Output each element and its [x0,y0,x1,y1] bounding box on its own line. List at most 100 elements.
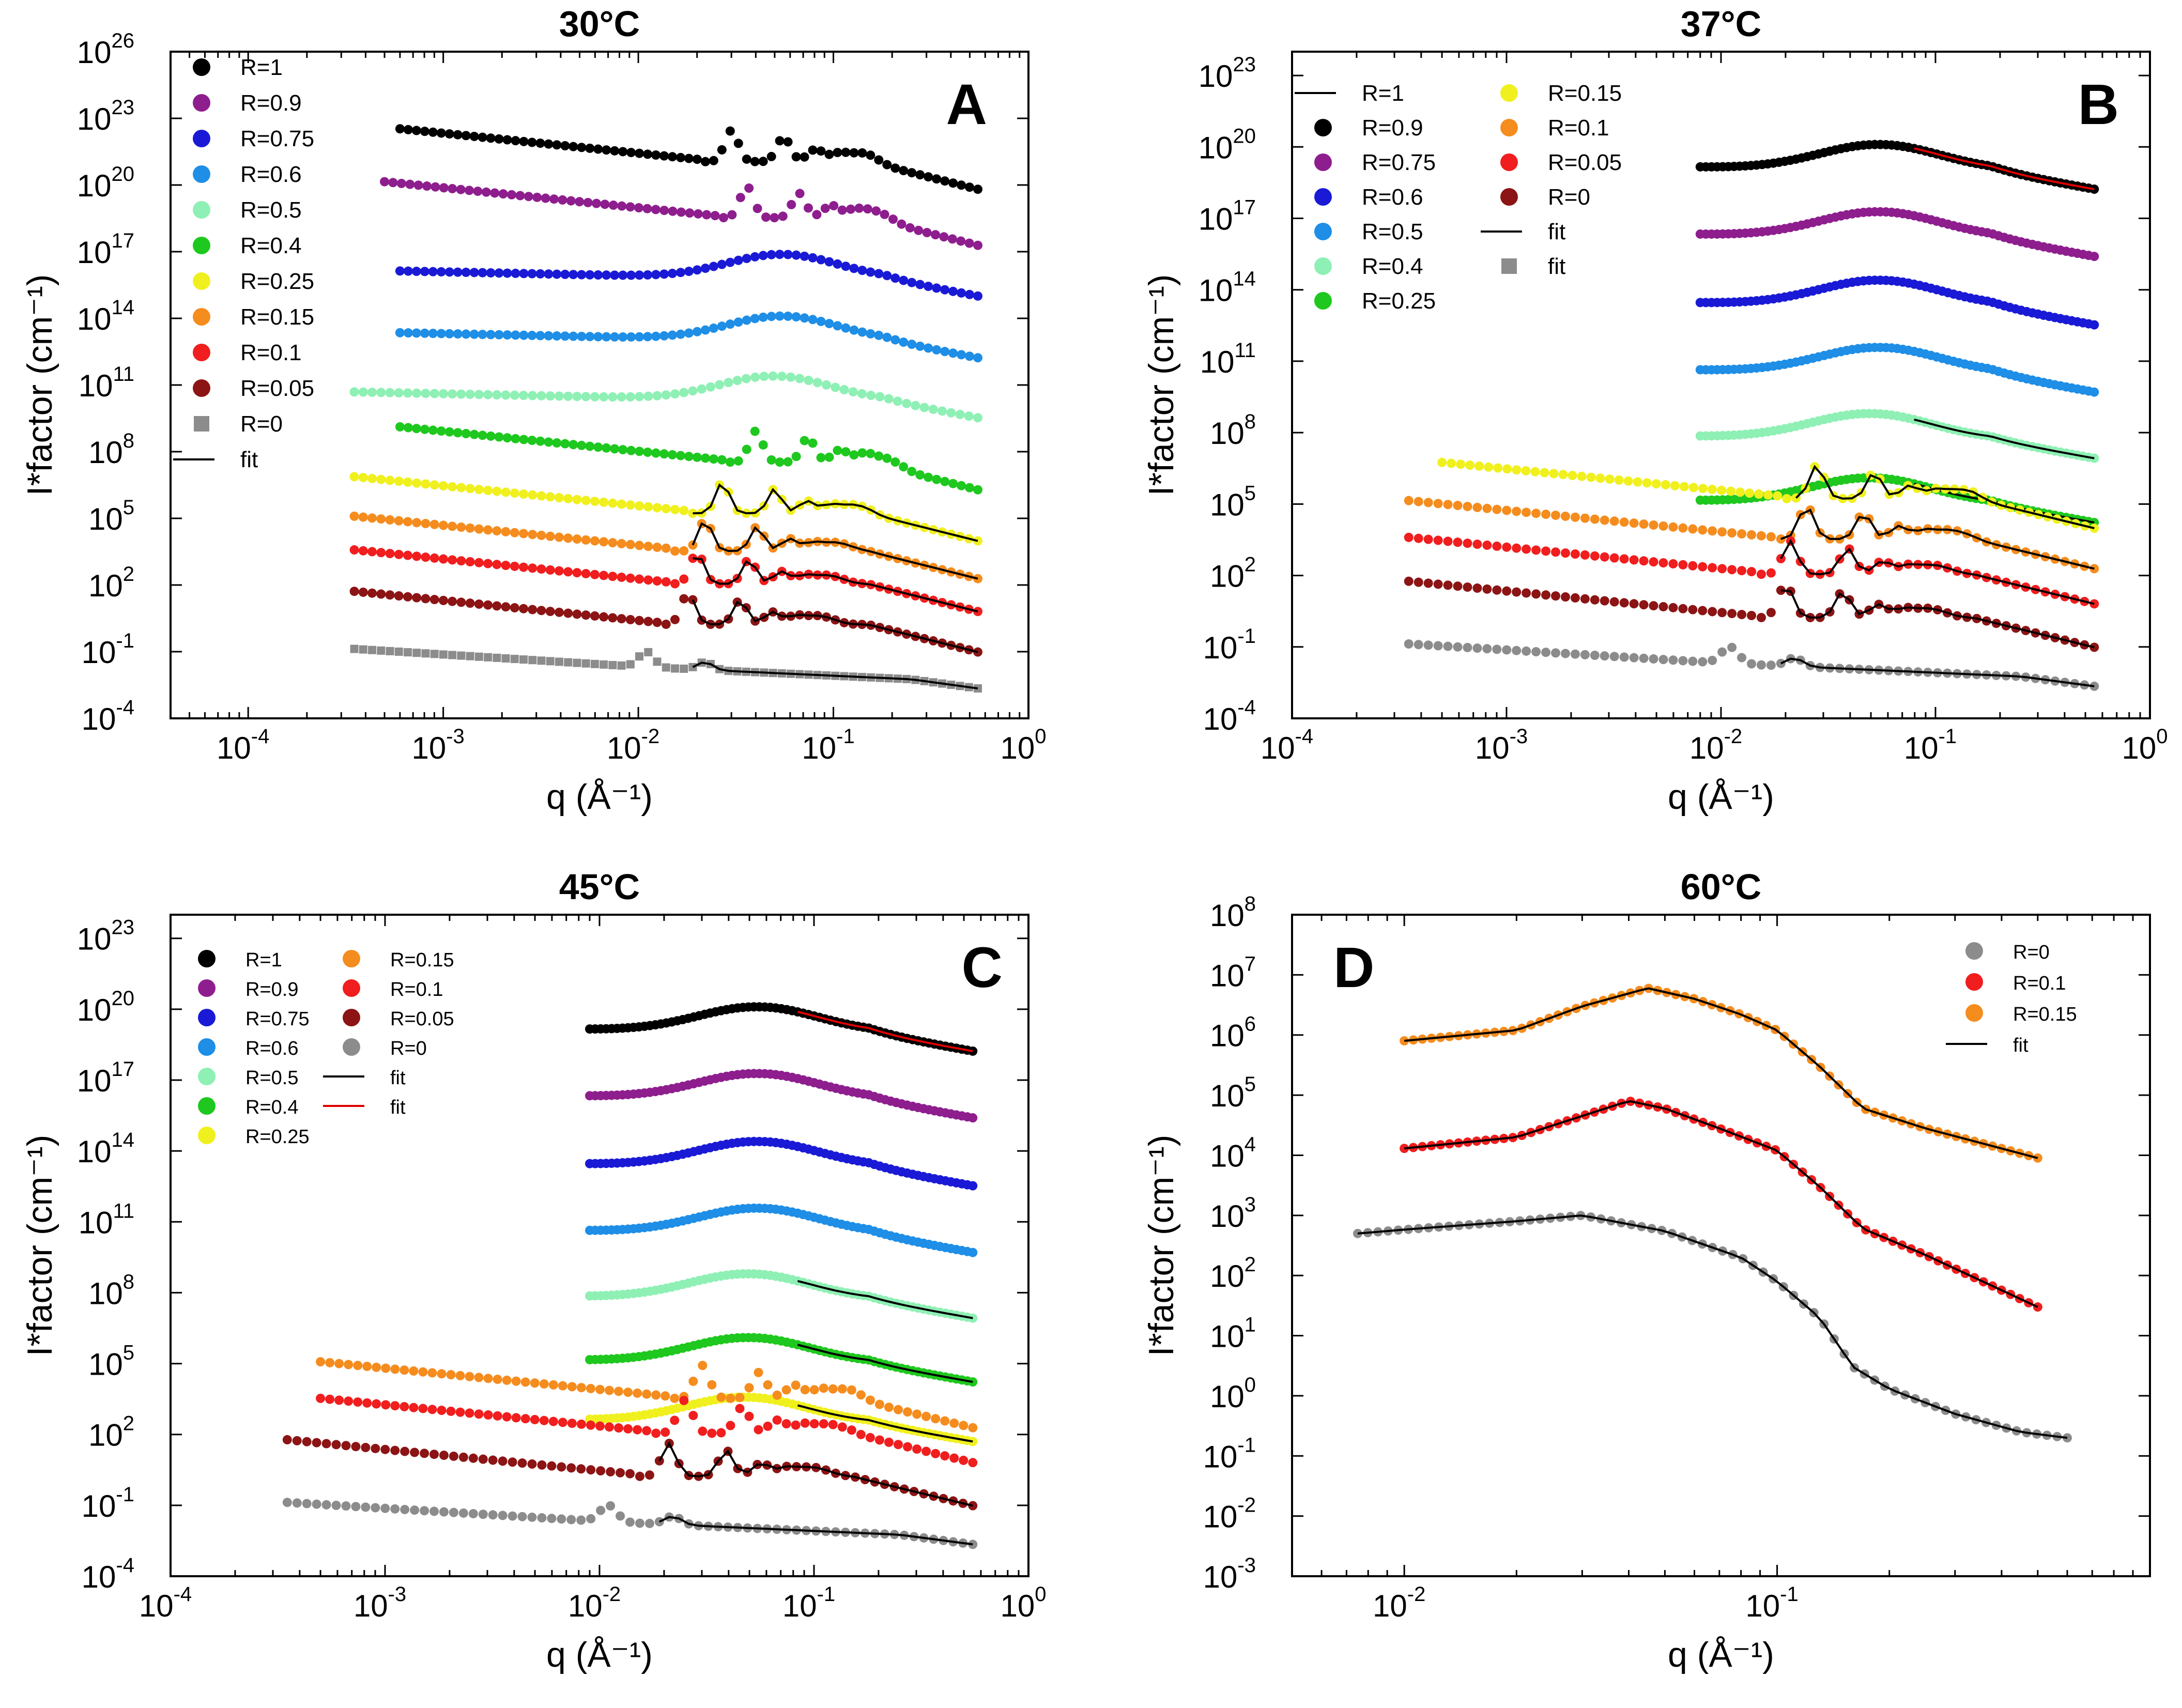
data-point [2089,387,2099,397]
data-point [586,1383,595,1393]
data-point [679,546,689,556]
data-point [411,328,421,338]
data-point [572,534,582,544]
data-point [418,1404,428,1413]
data-point [428,267,438,276]
y-tick-label: 10-4 [82,1554,134,1594]
data-point [527,269,537,279]
data-point [635,270,644,280]
data-point [973,291,982,301]
data-point [866,329,875,338]
data-point [599,612,609,622]
data-point [456,483,466,493]
data-point [1619,598,1629,608]
data-point [546,657,555,666]
data-point [444,129,454,139]
legend-marker [343,1009,360,1026]
data-point [358,473,368,483]
data-point [1727,609,1737,619]
data-point [501,561,511,571]
data-point [606,1501,616,1511]
legend-label: R=0.1 [240,340,302,365]
data-point [608,498,618,508]
data-point [1433,641,1443,651]
data-point [857,266,867,275]
data-point [1580,550,1590,560]
data-point [1492,541,1502,551]
data-point [412,593,422,603]
data-point [1658,521,1668,531]
legend-label: R=0.05 [390,1008,454,1030]
data-point [468,1453,478,1463]
data-point [791,250,801,260]
data-point [411,424,421,434]
x-tick-label: 10-2 [607,725,659,765]
data-point [493,653,501,662]
data-point [800,1385,810,1395]
data-point [1447,458,1456,468]
data-point [791,1420,801,1430]
data-point [644,1470,654,1480]
data-point [841,261,851,271]
fit-line [797,1011,973,1052]
data-point [800,313,809,323]
data-point [511,1413,521,1423]
legend-label: R=0 [1548,184,1590,210]
data-point [528,656,537,665]
data-point [635,148,644,158]
data-point [427,1405,437,1414]
data-point [1595,473,1605,483]
data-point [684,267,694,276]
data-point [558,195,567,205]
legend-label: R=0.15 [2013,1004,2077,1025]
data-point [349,387,359,397]
legend-label: fit [390,1067,406,1089]
data-point [600,199,610,209]
data-point [1726,486,1736,496]
data-point [381,1400,391,1410]
data-point [453,329,463,339]
data-point [536,530,546,540]
data-point [536,491,546,501]
data-point [610,444,620,454]
data-point [847,1385,856,1395]
data-point [576,1515,586,1525]
data-point [515,191,525,201]
data-point [705,382,715,392]
series-R=0.5 [349,371,982,423]
data-point [948,348,958,358]
data-point [1433,579,1443,589]
y-tick-label: 1011 [79,363,134,403]
data-point [321,1500,331,1510]
data-point [847,1425,856,1435]
data-point [919,403,929,412]
data-point [654,1456,664,1466]
data-point [1577,471,1587,481]
data-point [351,1442,361,1452]
data-point [700,264,710,273]
data-point [824,257,834,267]
data-point [465,1372,474,1381]
data-point [567,1382,577,1392]
data-point [483,1374,493,1383]
data-point [671,664,680,673]
data-point [964,411,974,421]
panel-label: A [946,73,987,136]
data-point [915,470,925,480]
data-point [493,1374,502,1384]
data-point [698,1361,708,1371]
data-point [608,660,617,669]
legend-marker [1965,942,1983,960]
data-point [652,503,662,513]
data-point [907,340,917,349]
panel-title: 60°C [1681,867,1761,907]
data-point [675,451,685,460]
data-point [938,406,947,416]
data-point [688,663,697,671]
data-point [572,609,582,619]
data-point [602,270,611,280]
data-point [1413,533,1423,543]
data-point [688,1376,698,1386]
data-point [554,566,564,576]
data-point [1482,644,1492,654]
